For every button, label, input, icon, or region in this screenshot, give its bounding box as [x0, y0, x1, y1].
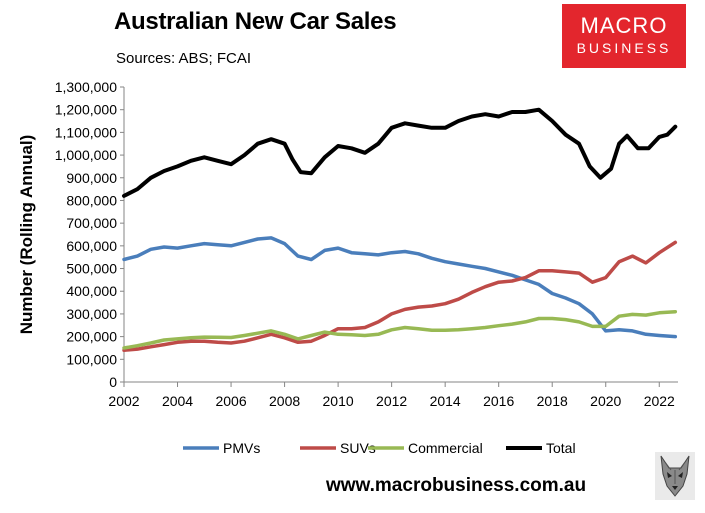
- x-tick-label: 2010: [323, 393, 354, 409]
- y-tick-label: 900,000: [66, 170, 117, 186]
- x-tick-label: 2006: [215, 393, 246, 409]
- website-url[interactable]: www.macrobusiness.com.au: [326, 475, 587, 496]
- x-tick-label: 2020: [590, 393, 621, 409]
- y-tick-label: 400,000: [66, 283, 117, 299]
- x-tick-label: 2004: [162, 393, 193, 409]
- y-tick-label: 600,000: [66, 238, 117, 254]
- y-tick-label: 300,000: [66, 306, 117, 322]
- x-tick-label: 2002: [108, 393, 139, 409]
- y-tick-label: 1,000,000: [55, 147, 117, 163]
- x-tick-label: 2018: [537, 393, 568, 409]
- y-axis-label: Number (Rolling Annual): [17, 135, 36, 335]
- series-line-commercial: [122, 309, 678, 350]
- logo-line-1: MACRO: [580, 13, 668, 38]
- x-tick-label: 2016: [483, 393, 514, 409]
- x-tick-label: 2012: [376, 393, 407, 409]
- legend-label: Commercial: [408, 440, 483, 456]
- legend-label: SUVs: [340, 440, 376, 456]
- y-tick-label: 500,000: [66, 261, 117, 277]
- chart-title: Australian New Car Sales: [114, 8, 397, 35]
- series-line-total: [122, 107, 678, 198]
- chart-axes: 0 100,000 200,000 300,000 400,000 500,000 600,…: [17, 79, 678, 409]
- y-tick-label: 800,000: [66, 192, 117, 208]
- y-tick-label: 1,100,000: [55, 124, 117, 140]
- x-tick-label: 2022: [644, 393, 675, 409]
- chart-legend: PMVs SUVs Commercial Total: [183, 440, 576, 456]
- y-tick-label: 700,000: [66, 215, 117, 231]
- legend-label: Total: [546, 440, 576, 456]
- wolf-logo-icon: [655, 452, 695, 500]
- y-tick-label: 0: [109, 374, 117, 390]
- series-line-pmvs: [122, 236, 678, 339]
- x-tick-label: 2008: [269, 393, 300, 409]
- macrobusiness-logo[interactable]: MACRO BUSINESS: [562, 4, 686, 68]
- legend-label: PMVs: [223, 440, 260, 456]
- chart-series: [122, 107, 678, 352]
- logo-line-2: BUSINESS: [576, 40, 672, 56]
- y-tick-label: 200,000: [66, 329, 117, 345]
- y-tick-label: 100,000: [66, 351, 117, 367]
- y-tick-label: 1,300,000: [55, 79, 117, 95]
- y-tick-label: 1,200,000: [55, 102, 117, 118]
- chart-sources: Sources: ABS; FCAI: [116, 50, 252, 67]
- x-tick-label: 2014: [430, 393, 461, 409]
- series-line-suvs: [122, 240, 678, 352]
